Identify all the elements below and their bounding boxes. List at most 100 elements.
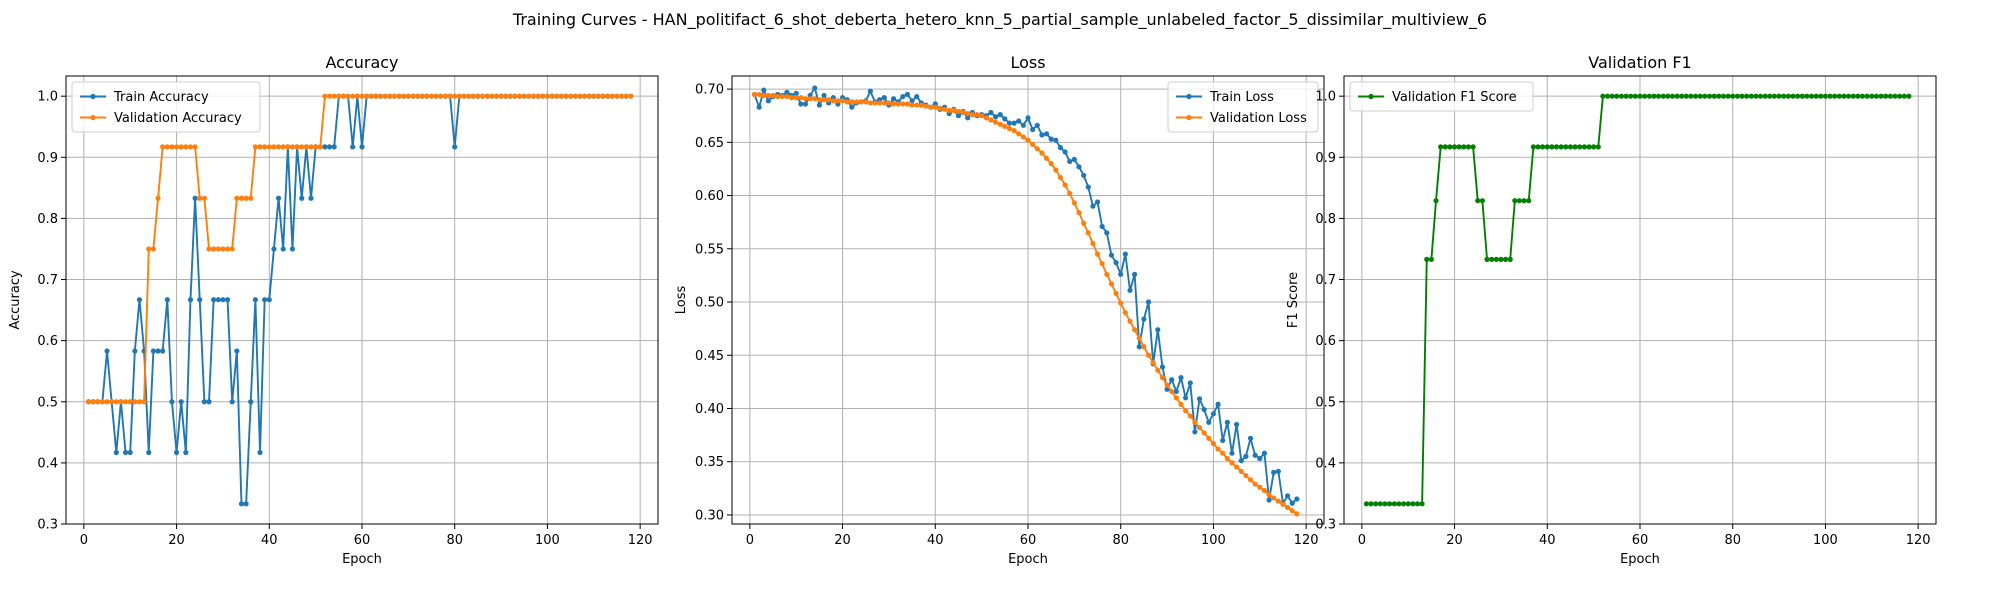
data-point [1400,501,1407,507]
y-tick-label: 0.5 [37,395,58,410]
data-point [1558,144,1564,150]
data-point [285,144,291,150]
data-point [456,93,462,99]
y-tick-label: 0.7 [37,273,58,288]
data-point [812,96,818,102]
data-point [1155,327,1161,333]
data-point [1081,220,1087,226]
data-point [512,93,518,99]
data-point [127,449,133,456]
data-point [1178,375,1184,381]
legend-label: Validation Loss [1210,111,1307,126]
data-point [1252,481,1258,487]
y-tick-label: 0.8 [1315,212,1336,227]
data-point [965,115,971,121]
data-point [1136,344,1142,350]
data-point [1688,93,1694,99]
y-tick-label: 0.35 [695,455,724,470]
data-point [150,348,156,354]
data-point [183,449,189,456]
data-point [914,102,920,108]
data-point [1159,364,1166,370]
data-point [890,96,897,102]
data-point [197,195,203,201]
data-point [1192,429,1198,435]
data-point [331,144,337,150]
data-point [1113,290,1119,297]
data-point [1210,441,1217,447]
data-point [1855,93,1861,99]
data-point [849,104,855,110]
data-point [1697,93,1703,99]
y-tick-label: 0.55 [695,242,724,257]
data-point [586,93,592,99]
grid [66,76,658,525]
legend-swatch-marker [1368,93,1374,100]
data-point [243,195,249,201]
data-point [313,144,319,150]
data-point [1145,299,1152,305]
data-point [1461,144,1467,150]
data-point [1818,93,1824,99]
y-axis-label: Accuracy [8,270,23,330]
data-point [1039,132,1045,138]
data-point [1489,256,1495,262]
x-tick-label: 20 [834,533,851,548]
x-tick-label: 80 [1112,533,1129,548]
data-point [1224,419,1230,425]
series-train-accuracy [85,93,634,507]
data-point [150,246,156,252]
data-point [127,399,133,405]
y-tick-label: 0.50 [695,296,724,311]
data-point [1169,377,1175,383]
data-point [173,449,180,456]
panel-title: Loss [1010,53,1045,72]
data-point [1405,501,1411,507]
data-point [350,144,356,150]
data-point [1581,144,1587,150]
data-point [1632,93,1638,99]
data-point [248,195,254,201]
data-point [1567,144,1574,150]
data-point [992,114,999,120]
data-point [1220,450,1226,456]
data-point [1614,93,1620,99]
data-point [1591,144,1597,150]
data-point [881,100,887,106]
data-point [826,97,832,103]
data-point [160,144,166,150]
data-point [1113,260,1119,266]
data-point [1261,450,1268,456]
data-point [1767,93,1773,99]
data-point [442,93,449,99]
data-point [1173,388,1179,395]
y-tick-label: 1.0 [37,90,58,105]
data-point [1164,382,1170,388]
data-point [1850,93,1856,99]
data-point [941,106,948,112]
data-point [1553,144,1560,150]
data-point [765,92,771,99]
x-axis-label: Epoch [1008,552,1048,567]
data-point [1739,93,1745,99]
data-point [1535,144,1541,150]
data-point [895,101,901,107]
data-point [1878,93,1884,99]
data-point [1479,198,1485,204]
data-point [1442,144,1448,150]
data-point [104,348,110,354]
data-point [1215,401,1221,407]
data-point [609,93,615,99]
data-point [784,89,790,95]
data-point [1141,316,1147,322]
data-point [136,297,143,303]
data-point [340,93,347,99]
x-tick-label: 80 [1724,533,1741,548]
data-point [1289,500,1295,506]
data-point [1118,271,1124,277]
data-point [266,144,272,150]
data-point [1846,93,1852,99]
data-point [1104,230,1110,236]
series-line [754,93,1298,515]
data-point [1683,93,1689,99]
